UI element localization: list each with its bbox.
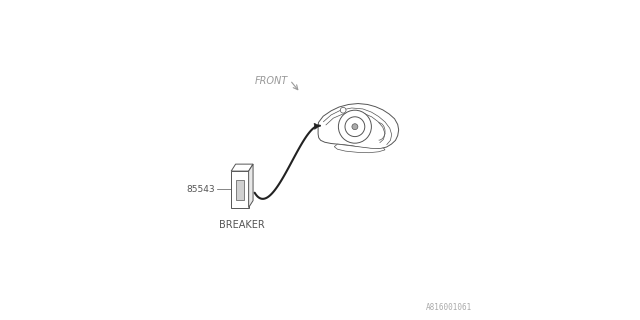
Circle shape — [352, 124, 358, 130]
Bar — [236, 180, 244, 200]
Polygon shape — [314, 123, 320, 130]
Polygon shape — [231, 171, 248, 208]
Polygon shape — [248, 164, 253, 208]
Text: BREAKER: BREAKER — [220, 220, 265, 230]
Circle shape — [345, 117, 365, 137]
Polygon shape — [334, 144, 385, 153]
Text: A816001061: A816001061 — [426, 303, 472, 312]
Polygon shape — [231, 164, 253, 171]
Polygon shape — [318, 104, 399, 149]
Circle shape — [339, 110, 371, 143]
Text: FRONT: FRONT — [255, 76, 288, 86]
Text: 85543: 85543 — [187, 185, 215, 194]
Circle shape — [340, 107, 346, 113]
